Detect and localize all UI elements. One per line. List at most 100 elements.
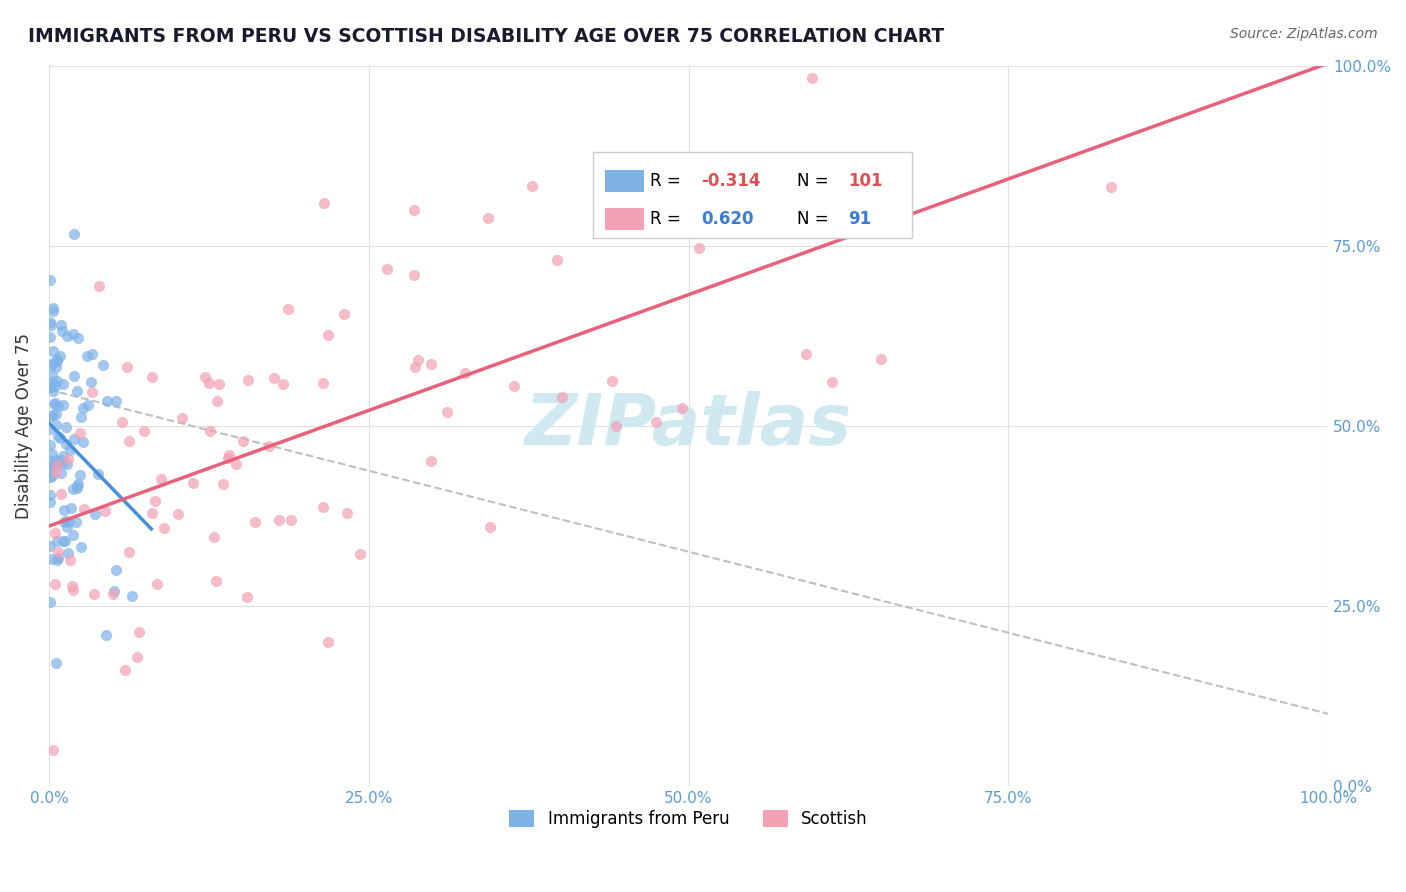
Scottish	[111, 415, 134, 429]
Scottish	[194, 370, 217, 384]
Text: R =: R =	[650, 210, 686, 228]
Scottish	[141, 506, 163, 520]
Scottish	[217, 450, 239, 465]
Immigrants from Peru	[46, 533, 69, 548]
Immigrants from Peru	[59, 442, 82, 457]
Text: 0.620: 0.620	[702, 210, 754, 228]
Immigrants from Peru	[42, 408, 65, 422]
Immigrants from Peru	[66, 384, 89, 398]
Scottish	[747, 184, 769, 198]
Scottish	[51, 487, 73, 501]
Scottish	[232, 434, 254, 448]
Immigrants from Peru	[39, 470, 62, 484]
Scottish	[600, 374, 623, 388]
Text: 91: 91	[848, 210, 872, 228]
Immigrants from Peru	[39, 409, 62, 423]
Immigrants from Peru	[70, 409, 93, 424]
Immigrants from Peru	[39, 488, 62, 502]
Scottish	[170, 410, 193, 425]
Scottish	[236, 591, 259, 605]
Scottish	[312, 500, 335, 514]
Immigrants from Peru	[39, 595, 62, 609]
FancyBboxPatch shape	[606, 208, 644, 230]
Immigrants from Peru	[51, 324, 73, 338]
Scottish	[149, 472, 172, 486]
Scottish	[243, 516, 266, 530]
Immigrants from Peru	[39, 539, 62, 553]
Immigrants from Peru	[62, 327, 84, 342]
Immigrants from Peru	[42, 343, 65, 358]
Immigrants from Peru	[72, 401, 94, 415]
Immigrants from Peru	[42, 384, 65, 399]
Text: N =: N =	[797, 172, 834, 190]
Scottish	[404, 359, 426, 374]
Scottish	[83, 587, 105, 601]
Scottish	[60, 579, 83, 593]
Immigrants from Peru	[41, 358, 63, 372]
Immigrants from Peru	[49, 453, 72, 467]
Scottish	[821, 375, 844, 389]
Immigrants from Peru	[63, 369, 86, 384]
Text: N =: N =	[797, 210, 834, 228]
Scottish	[153, 521, 176, 535]
Scottish	[420, 454, 443, 468]
Immigrants from Peru	[58, 546, 80, 560]
Immigrants from Peru	[76, 398, 98, 412]
Scottish	[198, 376, 221, 391]
FancyBboxPatch shape	[606, 170, 644, 192]
Scottish	[522, 178, 544, 193]
Immigrants from Peru	[53, 534, 76, 549]
Immigrants from Peru	[80, 375, 103, 389]
Immigrants from Peru	[62, 482, 84, 496]
Scottish	[132, 424, 155, 438]
Immigrants from Peru	[52, 398, 75, 412]
Immigrants from Peru	[91, 358, 114, 372]
Scottish	[546, 252, 568, 267]
Immigrants from Peru	[41, 468, 63, 483]
Scottish	[402, 202, 425, 217]
Immigrants from Peru	[66, 331, 89, 345]
Immigrants from Peru	[39, 454, 62, 468]
Scottish	[406, 353, 429, 368]
Immigrants from Peru	[48, 428, 70, 442]
Scottish	[212, 477, 235, 491]
Scottish	[1099, 179, 1122, 194]
Immigrants from Peru	[84, 507, 107, 521]
Immigrants from Peru	[51, 318, 73, 332]
Scottish	[502, 379, 524, 393]
Legend: Immigrants from Peru, Scottish: Immigrants from Peru, Scottish	[503, 804, 875, 835]
Immigrants from Peru	[87, 467, 110, 482]
Immigrants from Peru	[121, 589, 143, 603]
Immigrants from Peru	[44, 379, 66, 393]
Immigrants from Peru	[45, 354, 67, 368]
FancyBboxPatch shape	[592, 152, 912, 238]
Immigrants from Peru	[46, 553, 69, 567]
Scottish	[58, 552, 80, 566]
Immigrants from Peru	[65, 515, 87, 529]
Scottish	[44, 577, 66, 591]
Scottish	[128, 625, 150, 640]
Scottish	[205, 574, 228, 589]
Scottish	[671, 401, 693, 415]
Scottish	[271, 376, 294, 391]
Immigrants from Peru	[53, 503, 76, 517]
Scottish	[896, 22, 918, 37]
Scottish	[202, 530, 225, 544]
Immigrants from Peru	[41, 301, 63, 316]
Scottish	[41, 743, 63, 757]
Scottish	[45, 465, 67, 479]
Scottish	[800, 71, 823, 86]
Scottish	[118, 545, 141, 559]
Immigrants from Peru	[46, 399, 69, 413]
Scottish	[205, 393, 228, 408]
Scottish	[44, 525, 66, 540]
Immigrants from Peru	[76, 350, 98, 364]
Immigrants from Peru	[45, 458, 67, 472]
Scottish	[141, 370, 163, 384]
Scottish	[605, 419, 627, 434]
Immigrants from Peru	[48, 350, 70, 364]
Scottish	[62, 582, 84, 597]
Immigrants from Peru	[41, 318, 63, 333]
Immigrants from Peru	[55, 437, 77, 451]
Immigrants from Peru	[39, 273, 62, 287]
